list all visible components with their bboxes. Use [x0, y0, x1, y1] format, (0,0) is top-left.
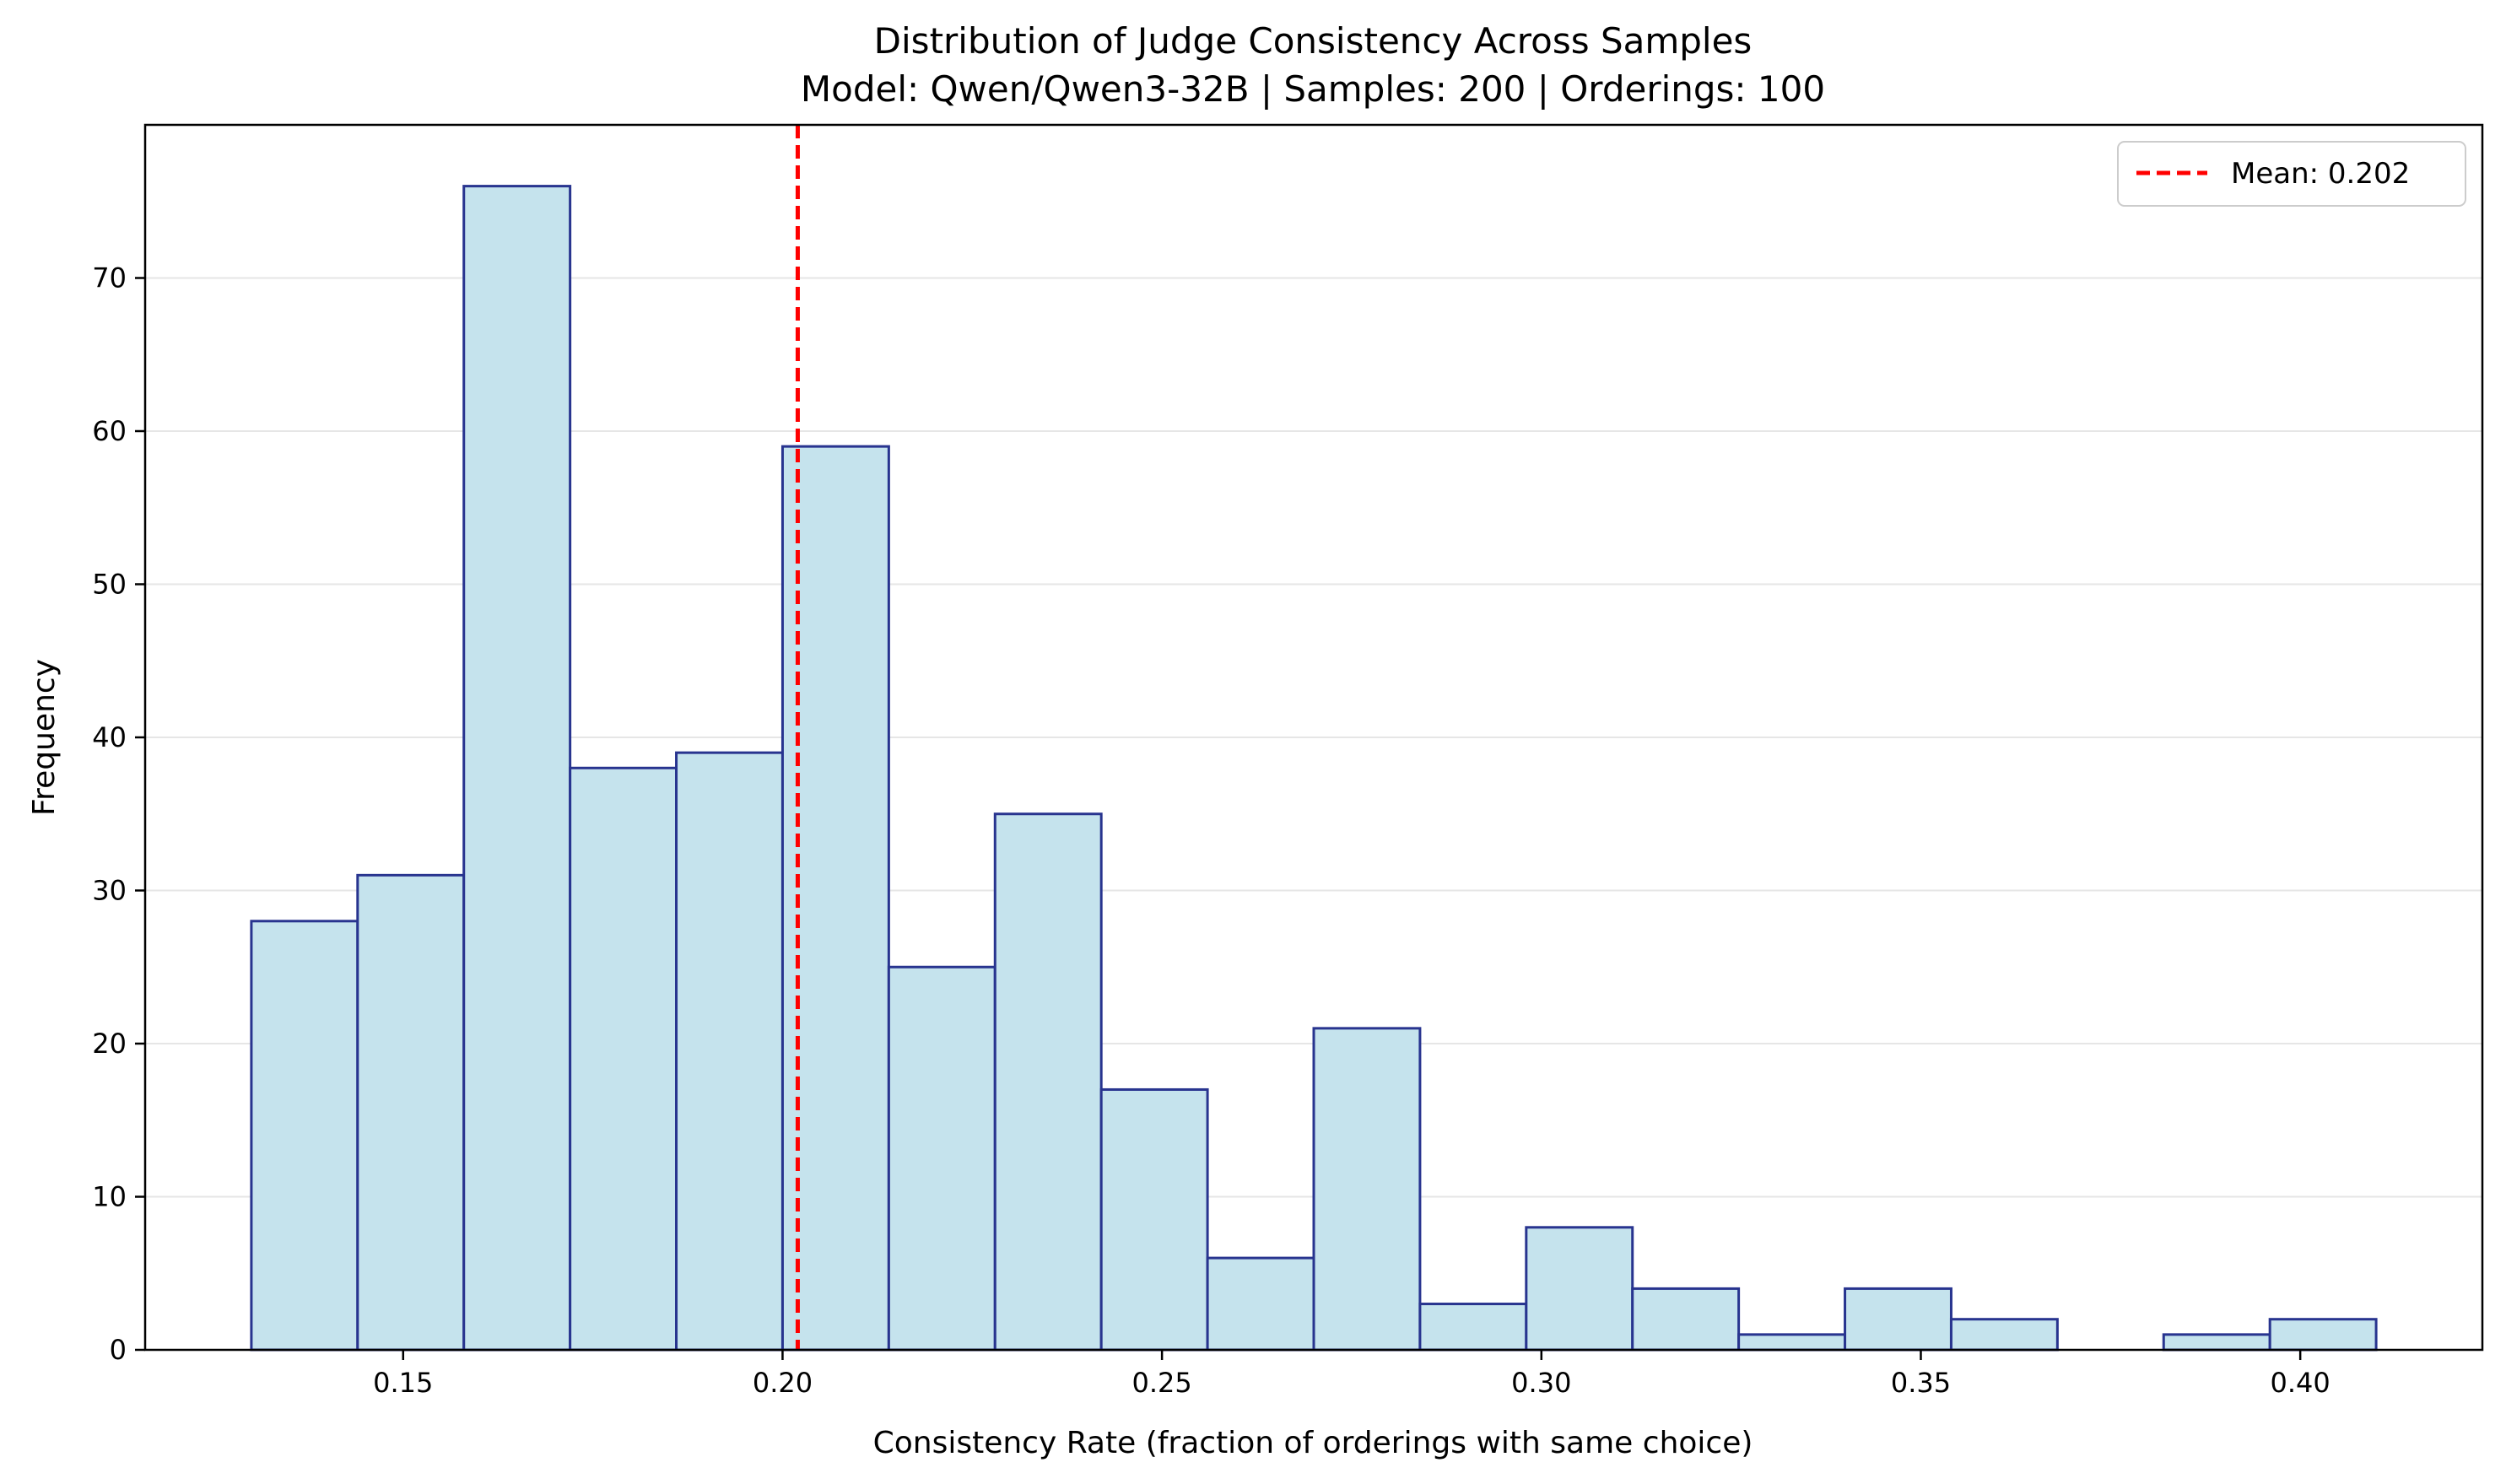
histogram-bar-8 — [1099, 1087, 1209, 1352]
x-tick-label-2: 0.25 — [1132, 1367, 1192, 1399]
y-tick-label-0: 0 — [110, 1334, 127, 1366]
legend-box — [2117, 141, 2466, 207]
histogram-bar-14 — [1737, 1333, 1847, 1352]
histogram-bar-7 — [993, 812, 1103, 1352]
histogram-bar-15 — [1844, 1287, 1952, 1352]
x-tick-label-0: 0.15 — [373, 1367, 433, 1399]
y-tick-label-7: 70 — [92, 262, 127, 294]
x-axis-ticks: 0.15 0.20 0.25 0.30 0.35 0.40 — [373, 1350, 2330, 1399]
legend-label-mean: Mean: 0.202 — [2231, 157, 2410, 191]
x-axis-label: Consistency Rate (fraction of orderings … — [873, 1426, 1753, 1460]
legend: Mean: 0.202 — [2117, 141, 2466, 207]
y-tick-label-3: 30 — [92, 875, 127, 907]
histogram-bar-2 — [462, 185, 572, 1352]
x-tick-label-3: 0.30 — [1511, 1367, 1571, 1399]
histogram-bar-16 — [1949, 1318, 2059, 1352]
y-tick-label-1: 10 — [92, 1181, 127, 1213]
x-tick-label-4: 0.35 — [1891, 1367, 1951, 1399]
chart-subtitle: Model: Qwen/Qwen3-32B | Samples: 200 | O… — [801, 68, 1825, 110]
histogram-bar-10 — [1312, 1027, 1422, 1352]
y-axis-ticks: 0 10 20 30 40 50 60 70 — [92, 262, 145, 1366]
histogram-bar-6 — [887, 965, 996, 1352]
x-tick-label-5: 0.40 — [2271, 1367, 2330, 1399]
histogram-bar-18 — [2162, 1333, 2271, 1352]
x-tick-label-1: 0.20 — [753, 1367, 813, 1399]
histogram-bar-11 — [1418, 1303, 1528, 1352]
histogram-bar-4 — [675, 751, 784, 1352]
y-tick-label-6: 60 — [92, 415, 127, 447]
chart-title: Distribution of Judge Consistency Across… — [874, 20, 1753, 62]
histogram-bar-9 — [1206, 1256, 1315, 1352]
y-axis-label: Frequency — [27, 659, 62, 816]
histogram-bar-5 — [780, 445, 890, 1352]
histogram-bar-3 — [569, 766, 678, 1352]
histogram-bar-12 — [1525, 1226, 1634, 1352]
histogram-bar-0 — [250, 920, 359, 1352]
y-tick-label-2: 20 — [92, 1028, 127, 1060]
y-tick-label-5: 50 — [92, 569, 127, 601]
histogram-bar-19 — [2268, 1318, 2378, 1352]
histogram-bar-1 — [356, 873, 466, 1352]
histogram-bar-13 — [1631, 1287, 1741, 1352]
y-tick-label-4: 40 — [92, 721, 127, 753]
